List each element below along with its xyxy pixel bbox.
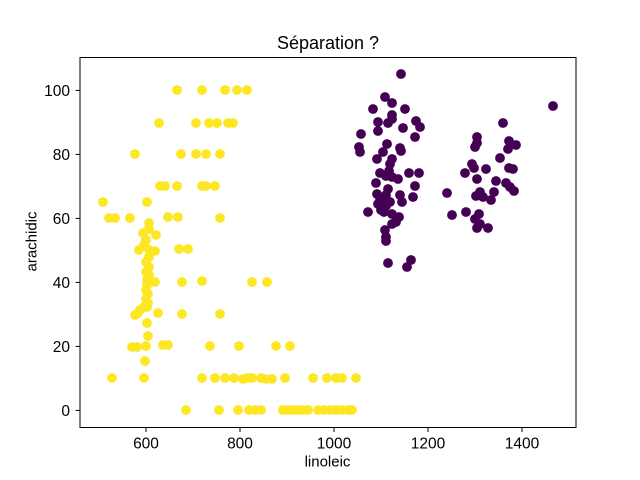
svg-text:40: 40 (53, 275, 71, 292)
svg-text:1000: 1000 (317, 436, 352, 453)
svg-text:arachidic: arachidic (24, 211, 41, 272)
svg-text:Séparation ?: Séparation ? (277, 33, 379, 53)
svg-text:linoleic: linoleic (305, 454, 351, 471)
svg-text:600: 600 (133, 436, 159, 453)
svg-text:0: 0 (61, 403, 70, 420)
svg-text:20: 20 (53, 339, 71, 356)
svg-text:100: 100 (44, 83, 70, 100)
svg-text:80: 80 (53, 147, 71, 164)
svg-text:1400: 1400 (505, 436, 540, 453)
svg-text:60: 60 (53, 211, 71, 228)
svg-text:1200: 1200 (411, 436, 446, 453)
svg-text:800: 800 (227, 436, 253, 453)
